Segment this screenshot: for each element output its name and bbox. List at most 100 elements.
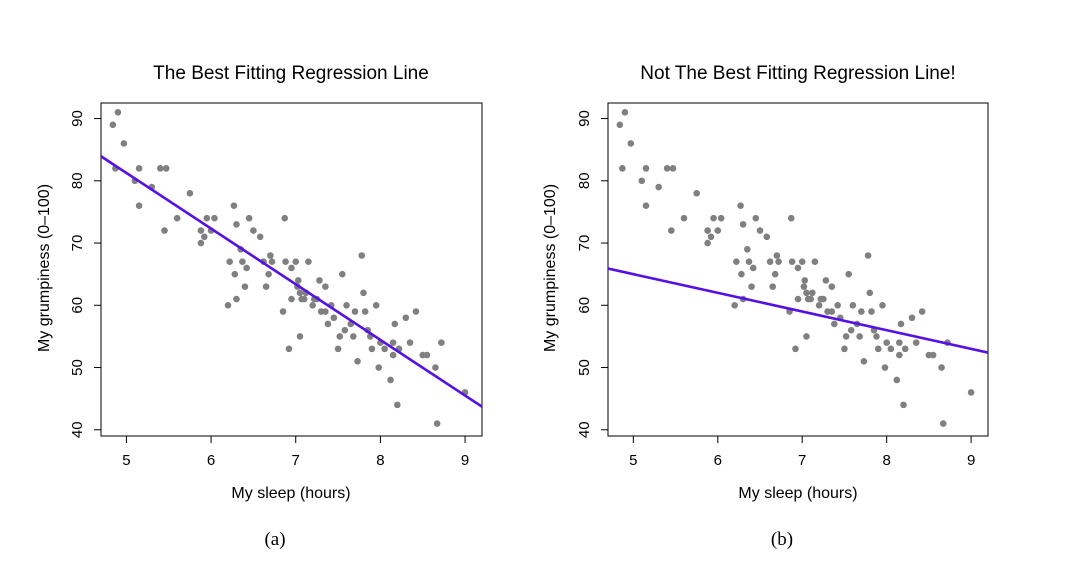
data-point xyxy=(433,420,441,427)
chart-title: Not The Best Fitting Regression Line! xyxy=(640,63,955,84)
y-tick-label: 60 xyxy=(69,297,86,314)
data-point xyxy=(279,308,287,315)
data-point xyxy=(794,264,802,272)
data-point xyxy=(282,258,289,266)
data-point xyxy=(391,320,399,328)
x-axis-label: My sleep (hours) xyxy=(231,485,350,502)
data-point xyxy=(309,301,316,309)
data-point xyxy=(233,221,240,228)
y-tick-label: 40 xyxy=(69,421,86,438)
data-point xyxy=(803,289,810,297)
y-tick-label: 70 xyxy=(576,235,593,252)
y-axis-label: My grumpiness (0–100) xyxy=(542,184,559,352)
data-point xyxy=(135,202,143,210)
data-point xyxy=(288,264,295,272)
data-point xyxy=(896,339,903,346)
data-point xyxy=(336,333,344,340)
x-tick-label: 9 xyxy=(967,452,975,469)
data-point xyxy=(120,140,128,147)
data-point xyxy=(231,270,239,278)
data-point xyxy=(638,177,646,185)
y-tick-label: 90 xyxy=(576,110,593,127)
data-point xyxy=(322,308,329,315)
data-point xyxy=(324,320,332,328)
data-point xyxy=(655,183,662,191)
data-point xyxy=(842,333,850,340)
data-point xyxy=(161,227,168,234)
data-point xyxy=(775,258,782,266)
data-point xyxy=(621,109,629,116)
data-point xyxy=(432,364,439,371)
data-point xyxy=(406,339,414,346)
data-point xyxy=(893,376,901,384)
data-point xyxy=(739,221,747,228)
data-point xyxy=(360,289,367,297)
data-point xyxy=(627,140,635,147)
panel-b: Not The Best Fitting Regression Line! My… xyxy=(542,63,989,550)
data-point xyxy=(714,227,722,234)
x-tick-label: 5 xyxy=(629,452,637,469)
y-tick-label: 80 xyxy=(576,172,593,189)
data-point xyxy=(787,214,795,222)
data-point xyxy=(929,351,937,359)
data-point xyxy=(794,295,802,303)
data-point xyxy=(375,364,383,371)
x-tick-label: 8 xyxy=(376,452,384,469)
data-point xyxy=(241,283,249,290)
data-point xyxy=(200,233,208,241)
data-point xyxy=(763,233,771,241)
data-point xyxy=(197,239,205,247)
data-point xyxy=(897,320,905,328)
data-point xyxy=(864,252,872,259)
x-tick-label: 7 xyxy=(798,452,806,469)
data-point xyxy=(693,189,700,197)
x-tick-label: 9 xyxy=(461,452,469,469)
regression-line xyxy=(101,155,482,408)
data-point xyxy=(749,264,757,272)
data-point xyxy=(874,345,882,353)
data-point xyxy=(912,339,920,346)
data-point xyxy=(881,364,889,371)
data-point xyxy=(752,214,760,222)
data-point xyxy=(341,326,349,334)
data-point xyxy=(294,277,302,284)
data-point xyxy=(707,233,715,241)
data-point xyxy=(938,364,945,371)
data-point xyxy=(738,270,745,278)
data-point xyxy=(224,301,232,309)
panel-caption: (b) xyxy=(771,529,793,550)
data-point xyxy=(873,333,880,340)
data-point xyxy=(737,202,744,210)
y-tick-label: 90 xyxy=(69,110,86,127)
data-point xyxy=(811,258,819,266)
data-point xyxy=(616,121,624,129)
data-point xyxy=(226,258,233,266)
data-point xyxy=(288,295,295,303)
data-point xyxy=(847,326,855,334)
data-point xyxy=(334,345,342,353)
data-point xyxy=(322,283,329,290)
data-point xyxy=(748,283,755,290)
data-point xyxy=(296,333,304,340)
data-point xyxy=(668,227,675,234)
data-point xyxy=(680,214,688,222)
data-point xyxy=(642,202,650,210)
y-axis-label: My grumpiness (0–100) xyxy=(36,184,53,352)
data-point xyxy=(939,420,947,427)
data-point xyxy=(203,214,211,222)
data-point xyxy=(908,314,916,322)
data-point xyxy=(896,351,903,359)
data-point xyxy=(642,165,650,172)
data-point xyxy=(372,301,380,309)
regression-line xyxy=(608,267,988,354)
data-point xyxy=(292,258,300,266)
data-point xyxy=(412,308,420,315)
x-tick-label: 6 xyxy=(207,452,215,469)
data-point xyxy=(316,277,323,284)
data-point xyxy=(967,389,975,396)
data-point xyxy=(731,301,738,309)
data-point xyxy=(841,345,848,353)
data-point xyxy=(828,308,836,315)
data-point xyxy=(305,258,312,266)
y-tick-label: 50 xyxy=(576,359,593,376)
